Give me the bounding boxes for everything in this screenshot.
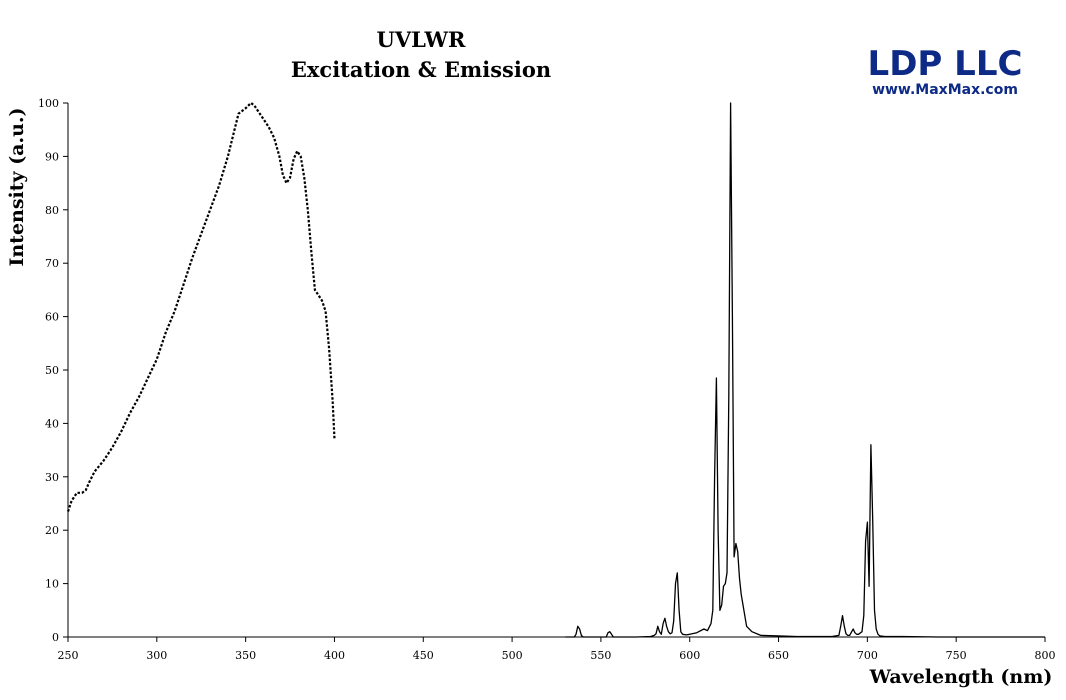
y-tick-label: 50 — [45, 364, 59, 377]
y-tick-label: 90 — [45, 150, 59, 163]
logo-sub-text: www.MaxMax.com — [872, 82, 1018, 98]
y-tick-label: 0 — [52, 631, 59, 644]
x-tick-label: 250 — [58, 649, 79, 662]
y-tick-label: 70 — [45, 257, 59, 270]
y-tick-label: 10 — [45, 578, 59, 591]
x-tick-label: 450 — [413, 649, 434, 662]
x-tick-label: 550 — [590, 649, 611, 662]
y-tick-label: 60 — [45, 311, 59, 324]
x-axis-title: Wavelength (nm) — [869, 666, 1053, 688]
series-layer — [66, 101, 1045, 638]
x-tick-label: 750 — [946, 649, 967, 662]
logo: LDP LLC www.MaxMax.com — [868, 44, 1023, 98]
x-tick-label: 800 — [1035, 649, 1056, 662]
chart-subtitle: Excitation & Emission — [291, 57, 551, 82]
y-tick-label: 20 — [45, 524, 59, 537]
y-tick-label: 40 — [45, 417, 59, 430]
x-tick-label: 700 — [857, 649, 878, 662]
y-ticks: 0 10 20 30 40 50 60 70 80 90 100 — [38, 97, 68, 644]
logo-main-text: LDP LLC — [868, 44, 1023, 84]
y-axis-title: Intensity (a.u.) — [6, 107, 28, 266]
x-tick-label: 650 — [768, 649, 789, 662]
y-tick-label: 100 — [38, 97, 59, 110]
x-tick-label: 600 — [679, 649, 700, 662]
chart-title: UVLWR — [377, 27, 467, 52]
x-tick-label: 500 — [502, 649, 523, 662]
x-tick-label: 400 — [324, 649, 345, 662]
x-ticks: 250 300 350 400 450 500 550 600 650 700 750 800 — [58, 637, 1056, 662]
emission-series-line — [565, 102, 1045, 638]
x-tick-label: 350 — [235, 649, 256, 662]
y-tick-label: 80 — [45, 204, 59, 217]
y-tick-label: 30 — [45, 471, 59, 484]
x-tick-label: 300 — [146, 649, 167, 662]
excitation-series-line — [66, 101, 336, 512]
